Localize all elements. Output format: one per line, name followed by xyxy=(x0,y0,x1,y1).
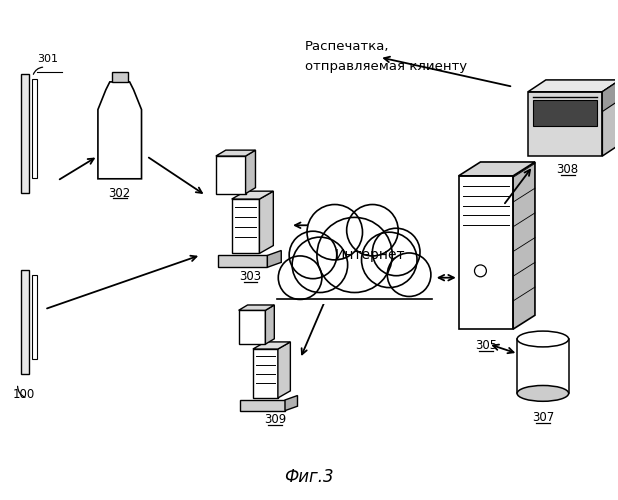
Polygon shape xyxy=(260,191,273,254)
Polygon shape xyxy=(232,191,273,199)
Polygon shape xyxy=(239,305,274,310)
Polygon shape xyxy=(459,162,535,176)
Polygon shape xyxy=(32,79,38,178)
Polygon shape xyxy=(98,82,142,179)
Text: Фиг.3: Фиг.3 xyxy=(284,468,334,485)
Circle shape xyxy=(387,253,431,296)
Polygon shape xyxy=(513,162,535,329)
Circle shape xyxy=(347,204,398,256)
Polygon shape xyxy=(528,80,618,92)
Circle shape xyxy=(362,232,417,287)
Text: 308: 308 xyxy=(557,163,578,176)
Polygon shape xyxy=(265,305,274,344)
Text: 304: 304 xyxy=(358,284,381,298)
Polygon shape xyxy=(20,74,28,192)
Text: 309: 309 xyxy=(264,413,286,426)
Polygon shape xyxy=(216,150,255,156)
Circle shape xyxy=(278,256,322,300)
Polygon shape xyxy=(245,150,255,194)
Polygon shape xyxy=(253,349,278,398)
Text: 302: 302 xyxy=(109,186,131,200)
Polygon shape xyxy=(112,72,128,82)
Polygon shape xyxy=(232,199,260,254)
Text: 301: 301 xyxy=(38,54,59,64)
Polygon shape xyxy=(459,176,513,329)
Polygon shape xyxy=(285,396,297,410)
Polygon shape xyxy=(20,270,28,374)
Text: отправляемая клиенту: отправляемая клиенту xyxy=(305,60,467,73)
Polygon shape xyxy=(603,80,618,156)
Polygon shape xyxy=(253,342,290,349)
Polygon shape xyxy=(533,100,598,126)
Circle shape xyxy=(289,231,337,278)
Polygon shape xyxy=(268,250,281,268)
Text: Распечатка,: Распечатка, xyxy=(305,40,389,54)
Text: 100: 100 xyxy=(13,388,35,402)
Circle shape xyxy=(292,237,348,292)
Polygon shape xyxy=(239,310,265,344)
Text: 307: 307 xyxy=(531,411,554,424)
Polygon shape xyxy=(517,339,569,394)
Polygon shape xyxy=(216,156,245,194)
Ellipse shape xyxy=(517,386,569,402)
Polygon shape xyxy=(278,342,290,398)
Polygon shape xyxy=(218,256,268,268)
Polygon shape xyxy=(528,92,603,156)
Polygon shape xyxy=(240,400,285,410)
Polygon shape xyxy=(603,80,618,112)
Text: Интернет: Интернет xyxy=(334,248,405,262)
Polygon shape xyxy=(32,274,38,359)
Text: 303: 303 xyxy=(239,270,261,283)
Circle shape xyxy=(307,204,363,260)
Circle shape xyxy=(317,218,392,292)
Circle shape xyxy=(373,228,420,276)
Polygon shape xyxy=(277,270,432,304)
Text: 305: 305 xyxy=(475,339,497,352)
Ellipse shape xyxy=(517,331,569,347)
